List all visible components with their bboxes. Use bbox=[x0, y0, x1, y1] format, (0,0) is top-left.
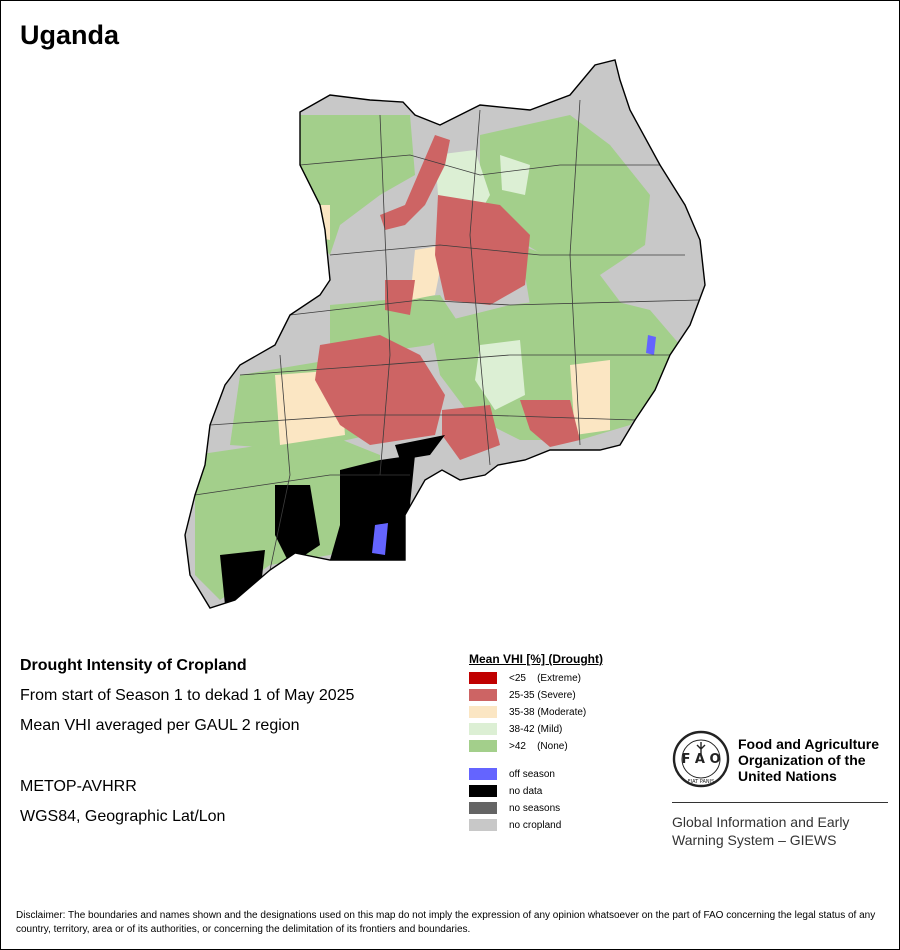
map-heading: Drought Intensity of Cropland bbox=[20, 657, 247, 674]
program-line: Global Information and Early bbox=[672, 814, 850, 830]
legend-item-no-cropland: no cropland bbox=[469, 819, 561, 831]
program-line: Warning System – GIEWS bbox=[672, 832, 837, 848]
legend-item-no-data: no data bbox=[469, 785, 542, 797]
legend-item-moderate: 35-38 (Moderate) bbox=[469, 706, 586, 718]
legend-swatch bbox=[469, 785, 497, 797]
legend-title: Mean VHI [%] (Drought) bbox=[469, 652, 603, 666]
legend-swatch bbox=[469, 740, 497, 752]
program-name: Global Information and Early Warning Sys… bbox=[672, 813, 888, 849]
legend-item-extreme: <25 (Extreme) bbox=[469, 672, 581, 684]
legend-swatch bbox=[469, 723, 497, 735]
fao-logo-text: FIAT PANIS bbox=[688, 779, 715, 785]
legend-label: off season bbox=[509, 768, 555, 780]
legend-swatch bbox=[469, 706, 497, 718]
svg-text:F A O: F A O bbox=[681, 752, 720, 767]
projection-text: WGS84, Geographic Lat/Lon bbox=[20, 808, 226, 825]
legend-swatch bbox=[469, 672, 497, 684]
legend-label: no cropland bbox=[509, 819, 562, 831]
legend-swatch bbox=[469, 689, 497, 701]
legend-swatch bbox=[469, 802, 497, 814]
legend-item-no-seasons: no seasons bbox=[469, 802, 560, 814]
map-legend: Mean VHI [%] (Drought) <25 (Extreme) 25-… bbox=[469, 652, 669, 831]
disclaimer-text: Disclaimer: The boundaries and names sho… bbox=[16, 910, 876, 935]
legend-item-severe: 25-35 (Severe) bbox=[469, 689, 576, 701]
divider bbox=[672, 802, 888, 803]
legend-label: 25-35 (Severe) bbox=[509, 689, 576, 701]
org-name-line: Organization of the bbox=[738, 752, 866, 768]
drought-map bbox=[184, 59, 706, 609]
org-name-line: Food and Agriculture bbox=[738, 736, 880, 752]
legend-label: 38-42 (Mild) bbox=[509, 723, 563, 735]
legend-label: no data bbox=[509, 785, 543, 797]
legend-label: 35-38 (Moderate) bbox=[509, 706, 587, 718]
fao-logo-icon: F A O FIAT PANIS bbox=[672, 730, 730, 788]
legend-label: >42 (None) bbox=[509, 740, 568, 752]
org-name: Food and Agriculture Organization of the… bbox=[738, 736, 898, 784]
legend-swatch bbox=[469, 819, 497, 831]
legend-item-off-season: off season bbox=[469, 768, 555, 780]
legend-item-none: >42 (None) bbox=[469, 740, 568, 752]
legend-label: no seasons bbox=[509, 802, 561, 814]
sensor-text: METOP-AVHRR bbox=[20, 778, 137, 795]
legend-item-mild: 38-42 (Mild) bbox=[469, 723, 562, 735]
map-title: Uganda bbox=[20, 20, 120, 50]
legend-label: <25 (Extreme) bbox=[509, 672, 581, 684]
method-text: Mean VHI averaged per GAUL 2 region bbox=[20, 717, 300, 734]
org-name-line: United Nations bbox=[738, 768, 837, 784]
legend-swatch bbox=[469, 768, 497, 780]
period-text: From start of Season 1 to dekad 1 of May… bbox=[20, 687, 355, 704]
